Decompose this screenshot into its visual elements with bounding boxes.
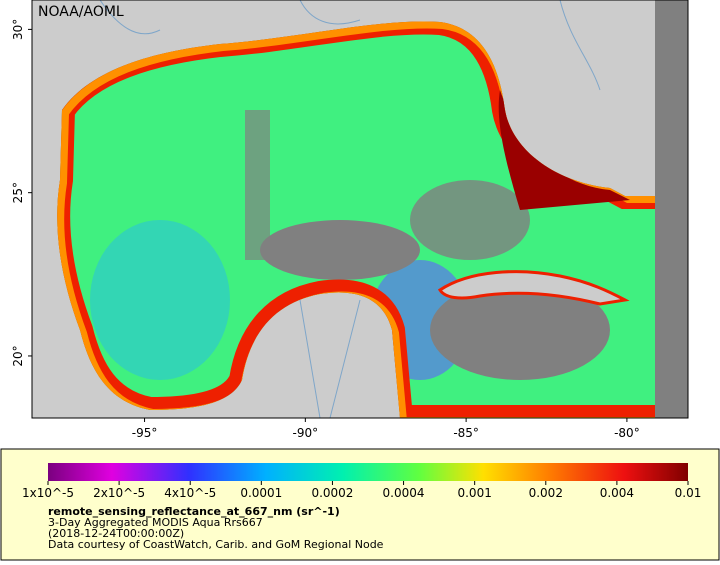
lon-tick-label: -85°: [453, 426, 479, 440]
colorbar-tick-label: 0.0001: [240, 486, 282, 500]
colorbar-tick-label: 0.01: [675, 486, 702, 500]
colorbar-tick-label: 1x10^-5: [22, 486, 74, 500]
lat-tick-label: 20°: [11, 345, 25, 366]
colorbar-tick-label: 0.004: [600, 486, 634, 500]
caption-line: Data courtesy of CoastWatch, Carib. and …: [48, 538, 384, 551]
colorbar-tick-label: 4x10^-5: [164, 486, 216, 500]
axes: 30° 25° 20° -95° -90° -85° -80°: [11, 19, 640, 440]
rivers: [99, 0, 601, 418]
colorbar-tick-label: 0.001: [457, 486, 491, 500]
variable-name: remote_sensing_reflectance_at_667_nm (sr…: [48, 505, 340, 518]
colorbar-tick-label: 2x10^-5: [93, 486, 145, 500]
colorbar-tick-label: 0.002: [529, 486, 563, 500]
lat-tick-label: 30°: [11, 19, 25, 40]
lon-tick-label: -95°: [132, 426, 158, 440]
cuba: [437, 270, 630, 306]
map: [32, 0, 688, 418]
colorbar-ticks: 1x10^-5 2x10^-5 4x10^-5 0.0001 0.0002 0.0004 0…: [22, 481, 701, 500]
lon-tick-label: -80°: [614, 426, 640, 440]
caption-line: 3-Day Aggregated MODIS Aqua Rrs667: [48, 516, 263, 529]
lat-tick-label: 25°: [11, 182, 25, 203]
colorbar-tick-label: 0.0004: [383, 486, 425, 500]
caption-line: (2018-12-24T00:00:00Z): [48, 527, 184, 540]
credit: NOAA/AOML: [38, 4, 124, 20]
colorbar: [48, 463, 688, 481]
lon-tick-label: -90°: [293, 426, 319, 440]
colorbar-tick-label: 0.0002: [311, 486, 353, 500]
map-frame: [31, 0, 689, 419]
